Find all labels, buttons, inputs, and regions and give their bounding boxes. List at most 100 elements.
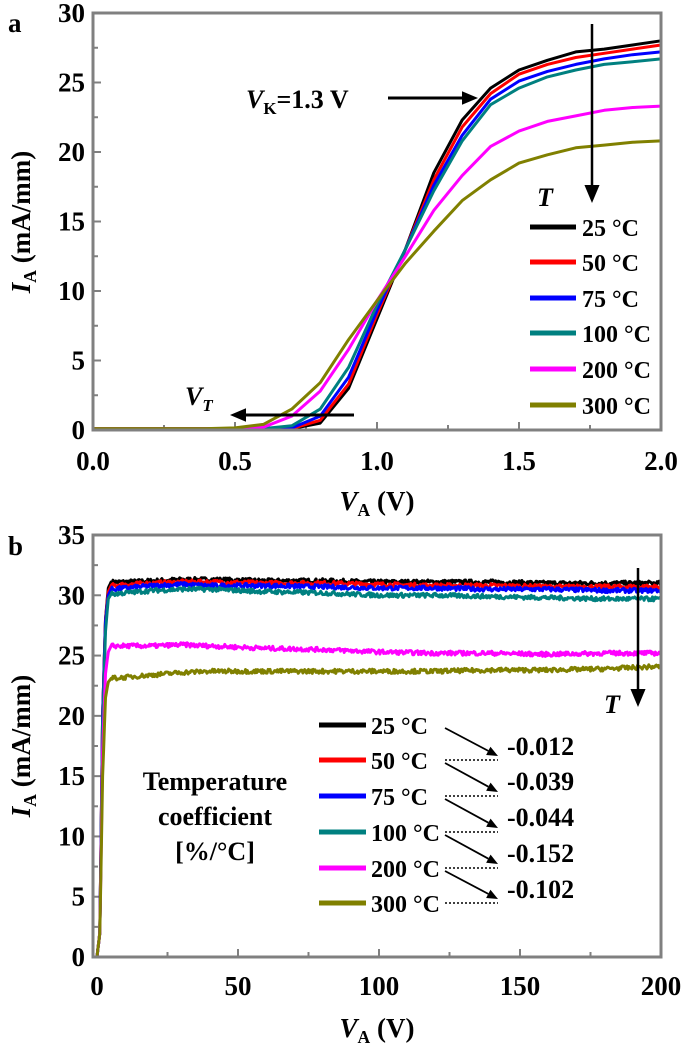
series-line-2: [93, 50, 662, 431]
y-tick-label: 10: [58, 821, 85, 851]
knee-voltage-arrow: [388, 91, 478, 105]
plot-frame: [91, 533, 663, 959]
x-tick-label: 0.0: [76, 446, 110, 476]
legend-entry: 300 °C: [582, 394, 651, 420]
series-line-5: [93, 139, 662, 431]
y-tick-label: 10: [58, 276, 85, 306]
y-tick-label: 5: [72, 346, 86, 376]
threshold-voltage-label: VT: [185, 382, 213, 415]
label-subscript: T: [202, 396, 213, 415]
coefficient-arrow-head: [486, 746, 498, 756]
x-axis-label: VA (V): [340, 1013, 415, 1046]
legend-value: 75: [371, 785, 401, 811]
legend-unit: °C: [612, 216, 639, 242]
legend-entry: 25 °C: [582, 216, 639, 242]
coefficient-value: -0.039: [507, 767, 574, 796]
legend-entry: 200 °C: [582, 358, 651, 384]
legend-value: 100: [371, 821, 413, 847]
y-tick-label: 25: [58, 641, 85, 671]
legend-title-T: T: [604, 690, 621, 719]
legend-unit: °C: [624, 322, 651, 348]
legend-entry: 50 °C: [371, 749, 428, 775]
label-unit: (mA/mm): [6, 151, 36, 270]
coefficient-arrow-head: [486, 854, 498, 864]
y-tick-label: 15: [58, 761, 85, 791]
legend-entry: 100 °C: [371, 821, 440, 847]
x-axis-label: VA (V): [340, 486, 415, 520]
coefficient-title-line: Temperature: [143, 767, 287, 796]
coefficient-arrow-head: [486, 782, 498, 792]
x-axis-label-text: VA (V): [340, 1013, 415, 1046]
threshold-voltage-label-text: VT: [185, 382, 213, 415]
y-tick-label: 30: [58, 580, 85, 610]
panel-label: a: [8, 8, 22, 38]
y-tick-label: 20: [58, 137, 85, 167]
legend-value: 75: [582, 287, 612, 313]
x-tick-label: 0: [90, 971, 104, 1001]
series-line-3: [93, 57, 662, 431]
legend-value: 50: [582, 251, 612, 277]
y-tick-label: 0: [72, 415, 86, 445]
legend-value: 100: [582, 322, 624, 348]
legend-unit: °C: [401, 749, 428, 775]
temperature-arrow-b: [630, 568, 646, 707]
legend-entry: 100 °C: [582, 322, 651, 348]
temperature-arrow: [584, 24, 600, 203]
label-variable: V: [185, 382, 205, 411]
legend-unit: °C: [413, 821, 440, 847]
y-axis-label-text: IA (mA/mm): [6, 151, 40, 294]
label-variable: V: [340, 1013, 360, 1043]
knee-voltage-arrow-head: [462, 91, 478, 105]
label-unit: =1.3 V: [276, 85, 348, 114]
coefficient-arrow-head: [486, 889, 498, 899]
coefficient-arrow-shaft: [444, 798, 489, 824]
label-unit: (V): [370, 486, 414, 516]
series-line-2: [95, 581, 663, 958]
legend-unit: °C: [624, 394, 651, 420]
threshold-voltage-arrow-head: [230, 408, 246, 422]
coefficient-title-line: coefficient: [158, 802, 272, 831]
coefficient-arrow-shaft: [444, 727, 489, 752]
legend-unit: °C: [413, 892, 440, 918]
coefficient-arrow: [444, 870, 498, 899]
legend-unit: °C: [612, 287, 639, 313]
legend-unit: °C: [624, 358, 651, 384]
x-tick-label: 50: [225, 971, 252, 1001]
threshold-voltage-arrow: [230, 408, 354, 422]
x-tick-label: 1.5: [502, 446, 536, 476]
label-unit: (mA/mm): [6, 675, 36, 794]
x-tick-label: 150: [500, 971, 541, 1001]
label-subscript: A: [358, 500, 371, 520]
legend-value: 200: [582, 358, 624, 384]
temperature-arrow-head: [584, 185, 600, 203]
coefficient-arrow-head: [486, 818, 498, 828]
knee-voltage-label-text: VK=1.3 V: [246, 85, 349, 118]
temperature-arrow-b-head: [630, 689, 646, 707]
x-tick-label: 1.0: [360, 446, 394, 476]
x-axis-label-text: VA (V): [340, 486, 415, 520]
y-tick-label: 25: [58, 68, 85, 98]
coefficient-value: -0.044: [507, 803, 574, 832]
legend-value: 200: [371, 857, 413, 883]
y-tick-label: 30: [58, 0, 85, 28]
legend-value: 50: [371, 749, 401, 775]
y-axis-label: IA (mA/mm): [6, 675, 40, 818]
y-tick-label: 35: [58, 520, 85, 550]
legend-title-T: T: [537, 183, 554, 212]
y-tick-label: 0: [72, 942, 86, 972]
y-axis-label-text: IA (mA/mm): [6, 675, 40, 818]
legend-unit: °C: [612, 251, 639, 277]
legend-entry: 50 °C: [582, 251, 639, 277]
panel-label: b: [8, 531, 23, 561]
x-tick-label: 2.0: [644, 446, 678, 476]
legend-entry: 200 °C: [371, 857, 440, 883]
coefficient-value: -0.152: [507, 839, 574, 868]
x-tick-label: 100: [359, 971, 400, 1001]
coefficient-value: -0.102: [507, 875, 574, 904]
coefficient-title-line: [%/°C]: [175, 837, 255, 866]
series-line-4: [95, 641, 662, 958]
legend-entry: 25 °C: [371, 714, 428, 740]
